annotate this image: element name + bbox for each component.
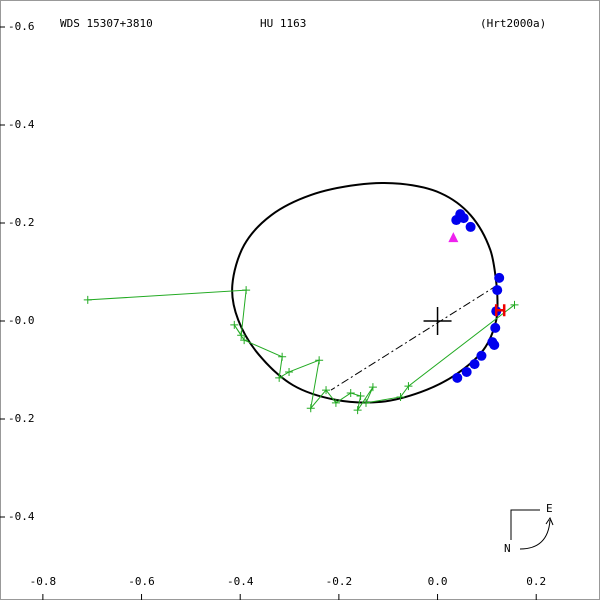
observation-dot	[476, 350, 487, 361]
observation-plus	[368, 383, 377, 392]
observation-dot	[461, 366, 472, 377]
x-tick-label: 0.0	[428, 575, 448, 588]
observation-plus	[242, 286, 251, 295]
primary-star	[423, 306, 452, 335]
observation-plus	[404, 382, 413, 391]
x-tick-label: -0.4	[227, 575, 254, 588]
observation-plus	[278, 352, 287, 361]
observation-plus	[396, 392, 405, 401]
y-tick-label: -0.4	[8, 118, 35, 131]
observation-dot	[494, 272, 505, 283]
observation-plus	[240, 336, 249, 345]
observation-plus	[230, 320, 239, 329]
observation-plus	[331, 398, 340, 407]
x-tick-label: -0.6	[128, 575, 155, 588]
observation-plus	[285, 367, 294, 376]
compass-north: N	[504, 542, 511, 555]
observation-plus	[237, 331, 246, 340]
observation-plus	[275, 373, 284, 382]
observation-plus	[362, 398, 371, 407]
observation-plus	[83, 295, 92, 304]
observation-plus	[322, 386, 331, 395]
y-tick-label: -0.4	[8, 510, 35, 523]
star-id: WDS 15307+3810	[60, 17, 153, 30]
observation-plus	[356, 391, 365, 400]
observation-dot	[451, 215, 462, 226]
y-tick-label: -0.2	[8, 412, 35, 425]
observation-plus	[346, 389, 355, 398]
observation-dot	[452, 372, 463, 383]
observation-dot	[465, 221, 476, 232]
observation-plus	[306, 404, 315, 413]
y-tick-label: -0.2	[8, 216, 35, 229]
compass: E N	[504, 502, 554, 555]
compass-axes	[510, 509, 540, 540]
reference: (Hrt2000a)	[480, 17, 546, 30]
observation-dot	[492, 285, 503, 296]
observation-plus	[353, 406, 362, 415]
y-tick-label: -0.6	[8, 20, 35, 33]
x-tick-label: 0.2	[526, 575, 546, 588]
observation-triangle	[448, 232, 459, 243]
y-tick-label: -0.0	[8, 314, 35, 327]
discoverer: HU 1163	[260, 17, 306, 30]
compass-east: E	[546, 502, 553, 515]
observation-plus	[315, 356, 324, 365]
observation-dot	[489, 340, 500, 351]
compass-arrow	[519, 516, 554, 550]
observation-h	[494, 304, 506, 317]
observation-dot	[490, 322, 501, 333]
line-of-nodes	[330, 284, 498, 391]
x-tick-label: -0.8	[30, 575, 57, 588]
x-tick-label: -0.2	[326, 575, 353, 588]
observation-plus	[510, 300, 519, 309]
observation-path	[87, 289, 515, 411]
observation-dot	[469, 359, 480, 370]
